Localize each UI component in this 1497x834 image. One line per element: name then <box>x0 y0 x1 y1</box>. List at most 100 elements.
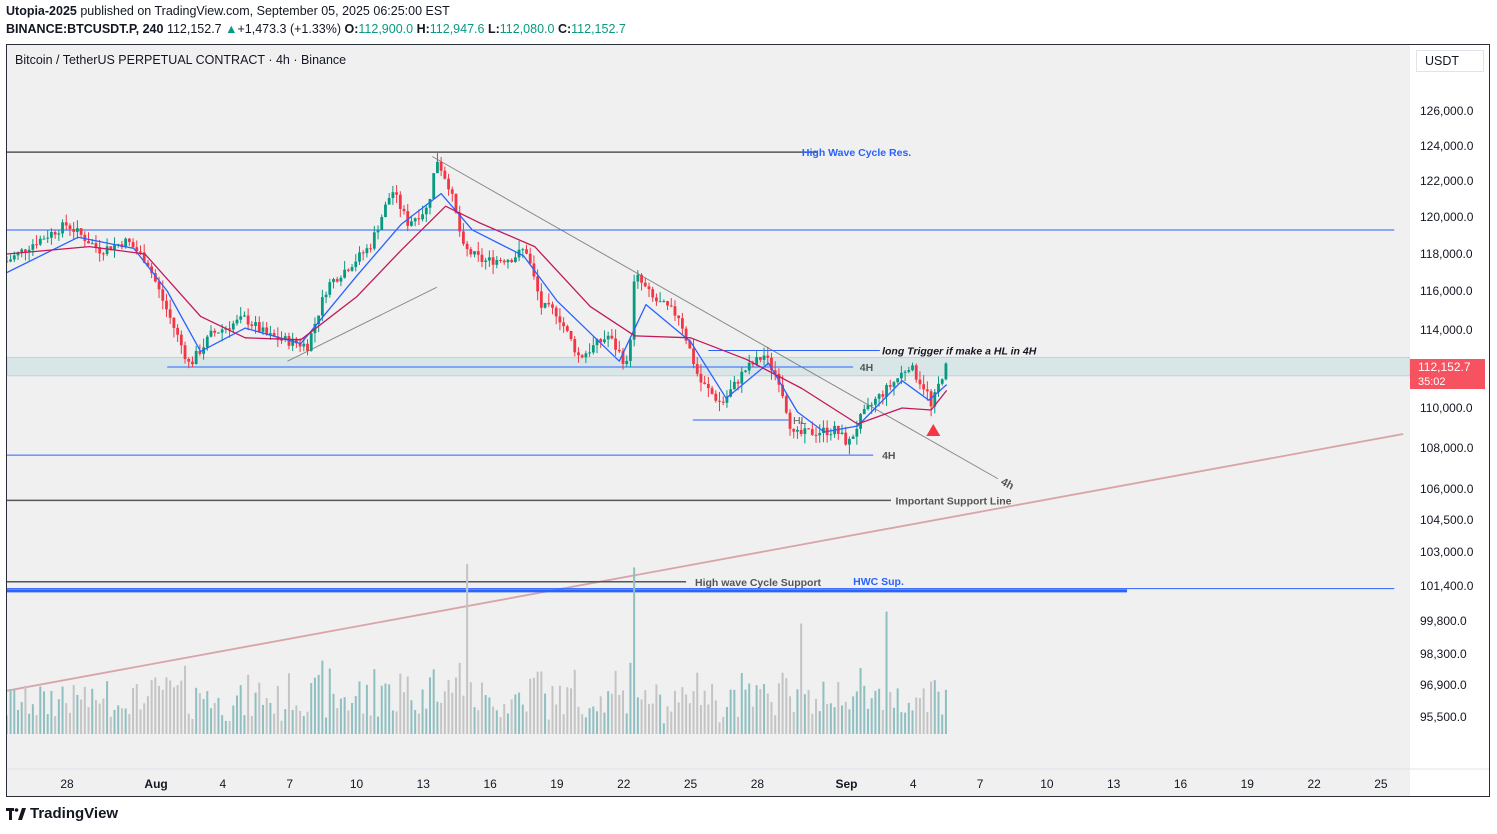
candle-body <box>866 405 870 410</box>
candle-body <box>554 307 558 317</box>
volume-bar <box>395 711 398 734</box>
tradingview-logo[interactable]: TradingView <box>6 805 118 822</box>
volume-bar <box>373 669 376 734</box>
candle-body <box>79 228 83 235</box>
volume-bar <box>154 677 157 734</box>
y-tick-label: 110,000.0 <box>1420 401 1473 415</box>
ema-fast-line <box>7 192 948 433</box>
volume-bar <box>451 692 454 734</box>
candle-body <box>250 324 254 326</box>
volume-bar <box>941 714 944 734</box>
volume-bar <box>755 685 758 734</box>
candle-body <box>788 412 792 429</box>
volume-bar <box>306 711 309 734</box>
volume-bar <box>506 713 509 734</box>
candle-body <box>899 372 903 379</box>
x-tick-label: 4 <box>910 777 917 791</box>
last-price: 112,152.7 <box>166 22 222 36</box>
candle-body <box>658 301 662 303</box>
current-price-badge <box>1410 359 1485 390</box>
candle-body <box>283 336 287 340</box>
candle-body <box>465 243 469 250</box>
level-label: HWC Sup. <box>853 576 904 588</box>
volume-bar <box>269 702 272 734</box>
candle-body <box>944 363 948 380</box>
candle-body <box>261 327 265 332</box>
volume-bar <box>429 677 432 734</box>
candle-body <box>877 394 881 399</box>
volume-bar <box>655 684 658 734</box>
volume-bar <box>922 688 925 734</box>
candle-body <box>651 289 655 298</box>
volume-bar <box>61 686 64 734</box>
volume-bar <box>651 703 654 734</box>
volume-bar <box>477 710 480 734</box>
candle-body <box>491 257 495 265</box>
plot-area: 4h High Wave Cycle Res. long Trigger if ma… <box>7 147 1410 734</box>
volume-bar <box>13 689 16 734</box>
volume-bar <box>221 715 224 734</box>
candle-body <box>822 427 825 434</box>
volume-bar <box>206 691 209 734</box>
author-name[interactable]: Utopia-2025 <box>6 4 77 18</box>
candle-body <box>588 352 592 354</box>
current-price-label: 112,152.7 <box>1418 360 1471 374</box>
currency-unit-button[interactable]: USDT <box>1416 50 1484 72</box>
candle-body <box>799 429 803 434</box>
x-tick-label: 28 <box>751 777 765 791</box>
volume-bar <box>529 678 532 734</box>
volume-bar <box>358 681 361 734</box>
volume-bar <box>670 711 673 734</box>
volume-bar <box>239 685 242 734</box>
candle-body <box>655 297 658 302</box>
candle-body <box>424 207 428 215</box>
publish-line: Utopia-2025 published on TradingView.com… <box>6 4 450 18</box>
volume-bar <box>625 713 628 734</box>
candle-body <box>454 193 458 213</box>
volume-bar <box>577 706 580 734</box>
candle-body <box>499 259 502 261</box>
volume-bar <box>321 660 324 734</box>
candle-body <box>343 269 347 278</box>
volume-bar <box>900 712 903 734</box>
candle-body <box>294 338 298 344</box>
candle-body <box>732 381 736 390</box>
level-label: long Trigger if make a HL in 4H <box>882 345 1037 357</box>
volume-bar <box>384 683 387 734</box>
volume-layer <box>7 564 947 734</box>
volume-bar <box>302 716 305 734</box>
candle-body <box>150 266 154 274</box>
candle-body <box>940 379 944 384</box>
volume-bar <box>718 722 721 734</box>
candle-body <box>476 251 480 255</box>
candle-body <box>432 173 436 199</box>
volume-bar <box>213 702 216 734</box>
volume-bar <box>644 690 647 734</box>
volume-bar <box>725 706 728 734</box>
volume-bar <box>915 697 918 734</box>
volume-bar <box>688 703 691 734</box>
candle-body <box>677 315 681 319</box>
symbol[interactable]: BINANCE:BTCUSDT.P, 240 <box>6 22 164 36</box>
candle-body <box>72 229 76 232</box>
volume-bar <box>287 673 290 734</box>
candle-body <box>888 385 892 387</box>
candle-body <box>309 333 313 351</box>
volume-bar <box>848 709 851 734</box>
low-value: 112,080.0 <box>499 22 555 36</box>
volume-bar <box>106 681 109 734</box>
change-arrow-icon: ▲ <box>225 22 238 36</box>
candle-body <box>688 340 692 349</box>
volume-bar <box>295 705 298 734</box>
volume-bar <box>109 716 112 734</box>
volume-bar <box>536 671 539 734</box>
candle-body <box>547 302 551 305</box>
candle-body <box>272 333 276 337</box>
volume-bar <box>696 672 699 734</box>
volume-bar <box>351 702 354 734</box>
x-tick-label: 25 <box>1374 777 1388 791</box>
candle-body <box>265 327 269 335</box>
candle-body <box>194 350 198 365</box>
volume-bar <box>685 694 688 734</box>
